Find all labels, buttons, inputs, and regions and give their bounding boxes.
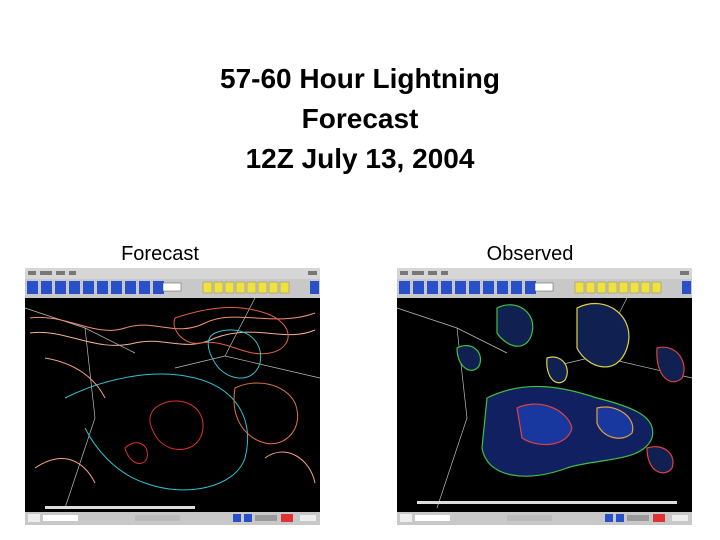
forecast-screenshot xyxy=(24,267,321,526)
title-line: 12Z July 13, 2004 xyxy=(246,143,475,174)
title-line: Forecast xyxy=(302,103,419,134)
panel-label: Forecast xyxy=(121,243,199,265)
observed-screenshot xyxy=(396,267,693,526)
title-line: 57-60 Hour Lightning xyxy=(220,63,500,94)
panel-label: Observed xyxy=(487,243,574,265)
